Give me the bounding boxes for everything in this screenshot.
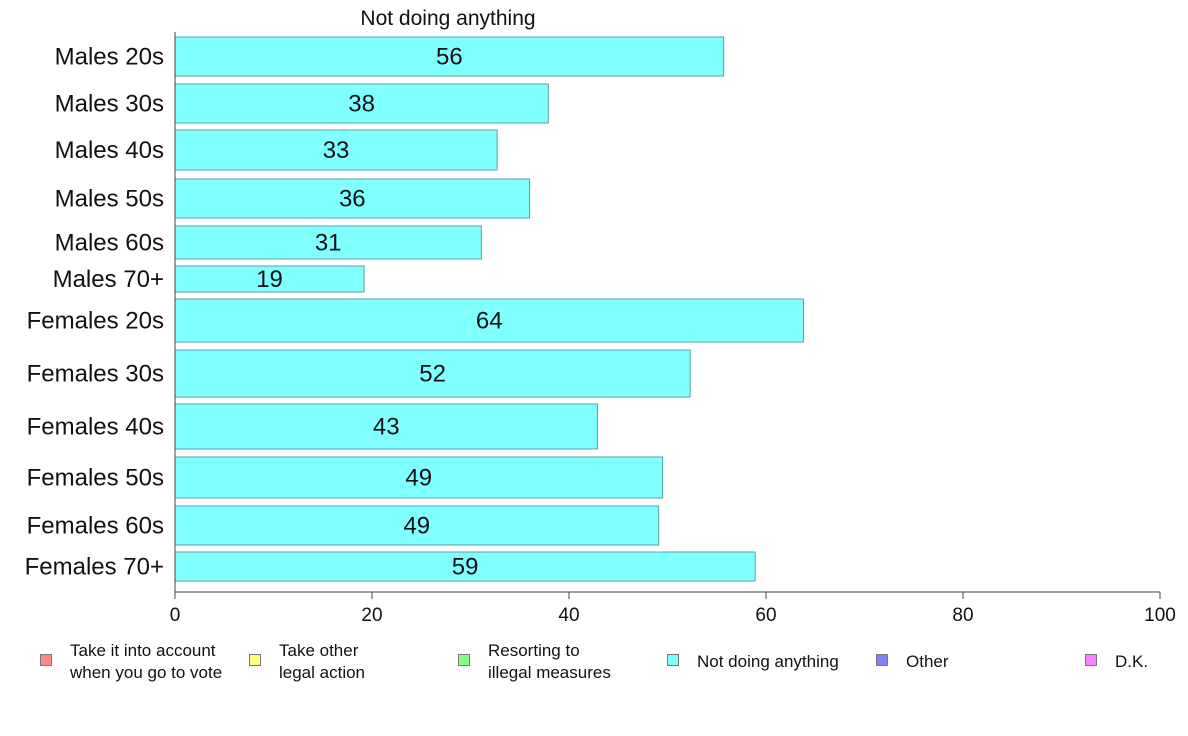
legend-item: Other <box>876 640 949 673</box>
data-label: 59 <box>452 554 479 581</box>
category-label: Males 60s <box>55 230 164 257</box>
bar-10 <box>174 505 660 546</box>
legend-item: Not doing anything <box>667 640 839 673</box>
category-label: Females 60s <box>27 513 164 540</box>
bar-2 <box>174 129 498 171</box>
data-label: 19 <box>256 266 283 293</box>
legend-item: Resorting to illegal measures <box>458 640 611 684</box>
legend-label: Take other legal action <box>279 641 366 682</box>
legend-label: Take it into account when you go to vote <box>70 641 223 682</box>
bar-9 <box>174 456 664 499</box>
legend-swatch <box>667 654 679 666</box>
category-label: Females 40s <box>27 414 164 441</box>
category-label: Males 50s <box>55 186 164 213</box>
legend-swatch <box>249 654 261 666</box>
legend-item: Take other legal action <box>249 640 365 684</box>
data-label: 64 <box>476 308 503 335</box>
bar-4 <box>174 225 482 260</box>
bar-11 <box>174 551 756 582</box>
chart-title: Not doing anything <box>360 7 535 30</box>
legend-label: D.K. <box>1115 652 1149 671</box>
data-label: 38 <box>348 91 375 118</box>
legend-swatch <box>1085 654 1097 666</box>
category-label: Males 20s <box>55 44 164 71</box>
legend-swatch <box>876 654 888 666</box>
legend-swatch <box>40 654 52 666</box>
x-tick-label: 0 <box>170 605 181 626</box>
x-tick-label: 40 <box>558 605 579 626</box>
data-label: 33 <box>323 137 350 164</box>
category-label: Females 20s <box>27 308 164 335</box>
bar-1 <box>174 83 549 124</box>
x-tick-label: 100 <box>1144 605 1176 626</box>
legend-label: Resorting to illegal measures <box>488 641 611 682</box>
category-label: Males 30s <box>55 91 164 118</box>
data-label: 49 <box>405 465 432 492</box>
x-tick-label: 80 <box>952 605 973 626</box>
category-label: Females 30s <box>27 361 164 388</box>
data-label: 43 <box>373 414 400 441</box>
category-label: Females 50s <box>27 465 164 492</box>
bar-6 <box>174 298 804 343</box>
legend-label: Other <box>906 652 949 671</box>
legend: Take it into account when you go to vote… <box>0 640 1188 700</box>
bar-3 <box>174 178 531 219</box>
category-label: Males 40s <box>55 137 164 164</box>
legend-item: D.K. <box>1085 640 1148 673</box>
category-label: Males 70+ <box>53 266 164 293</box>
legend-swatch <box>458 654 470 666</box>
legend-item: Take it into account when you go to vote <box>40 640 222 684</box>
data-label: 52 <box>419 361 446 388</box>
x-tick-label: 20 <box>361 605 382 626</box>
data-label: 49 <box>403 513 430 540</box>
data-label: 36 <box>339 186 366 213</box>
legend-label: Not doing anything <box>697 652 839 671</box>
x-tick-label: 60 <box>755 605 776 626</box>
category-label: Females 70+ <box>25 554 164 581</box>
bar-0 <box>174 36 725 77</box>
bar-chart: Not doing anything Males 20s 56 Males 30s 3… <box>25 7 1176 626</box>
data-label: 56 <box>436 44 463 71</box>
data-label: 31 <box>315 230 342 257</box>
